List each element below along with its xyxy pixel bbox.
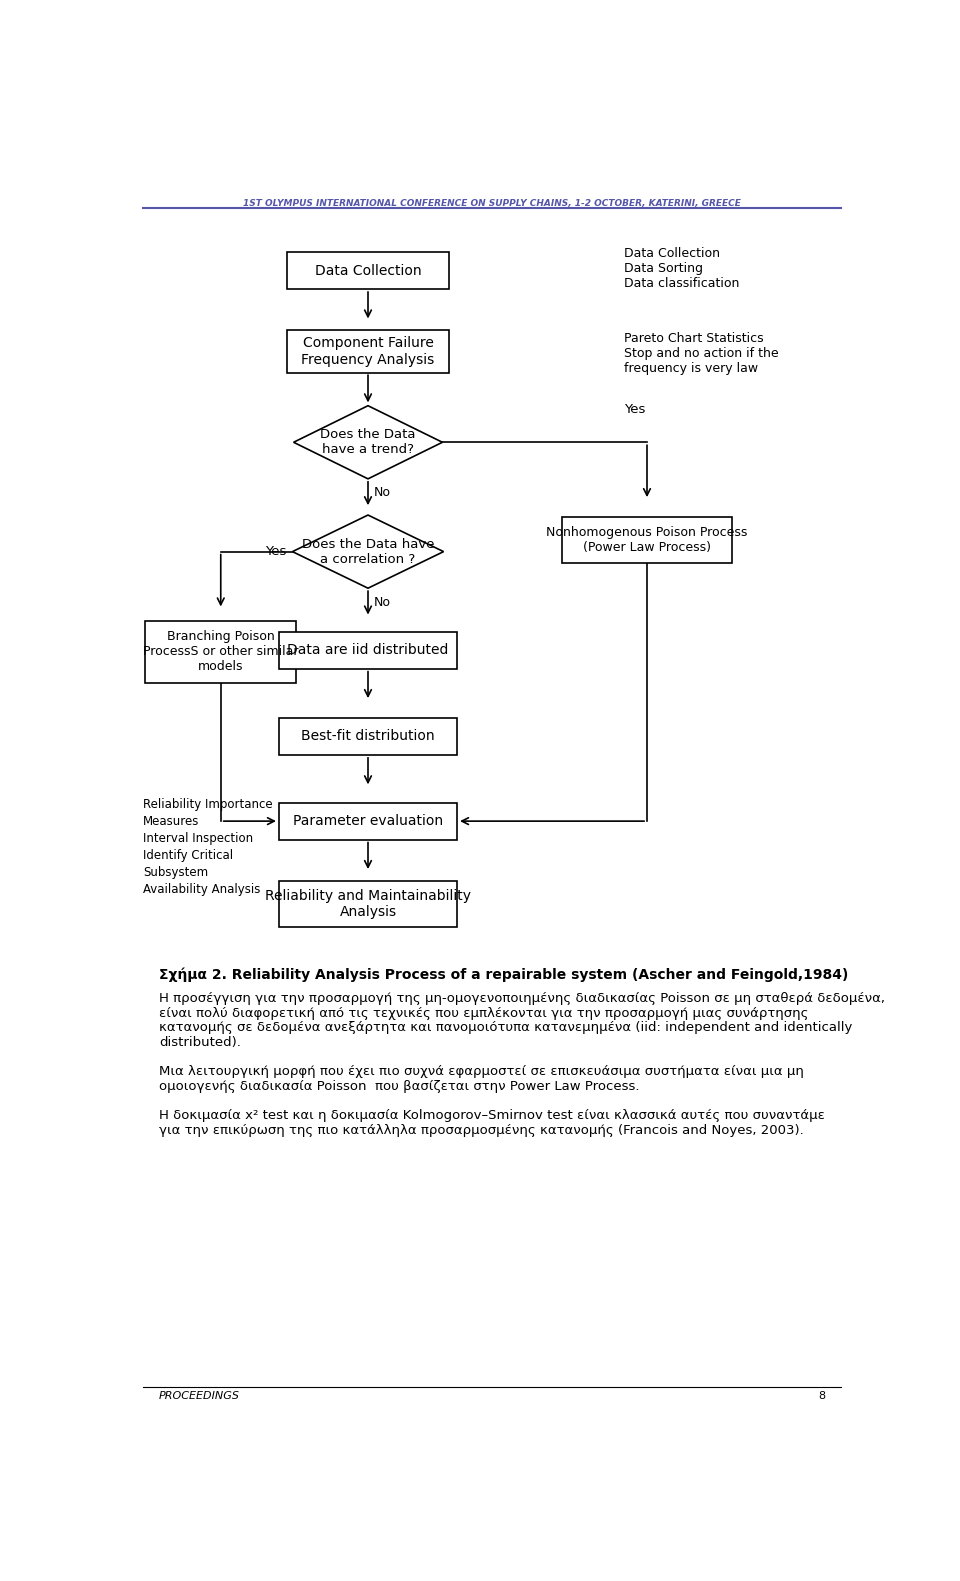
- Text: για την επικύρωση της πιο κατάλληλα προσαρμοσμένης κατανομής (Francois and Noyes: για την επικύρωση της πιο κατάλληλα προσ…: [158, 1124, 804, 1137]
- Text: κατανομής σε δεδομένα ανεξάρτητα και πανομοιότυπα κατανεμημένα (iid: independent: κατανομής σε δεδομένα ανεξάρτητα και παν…: [158, 1021, 852, 1034]
- Bar: [278, 632, 457, 669]
- Polygon shape: [294, 406, 443, 479]
- Text: είναι πολύ διαφορετική από τις τεχνικές που εμπλέκονται για την προσαρμογή μιας : είναι πολύ διαφορετική από τις τεχνικές …: [158, 1007, 808, 1020]
- Text: PROCEEDINGS: PROCEEDINGS: [158, 1391, 240, 1401]
- Text: Reliability Importance
Measures
Interval Inspection
Identify Critical
Subsystem
: Reliability Importance Measures Interval…: [143, 798, 273, 896]
- Bar: [287, 330, 449, 373]
- Text: Yes: Yes: [624, 403, 645, 416]
- Text: Parameter evaluation: Parameter evaluation: [293, 814, 444, 828]
- Text: Component Failure
Frequency Analysis: Component Failure Frequency Analysis: [301, 337, 435, 367]
- Bar: [145, 621, 297, 683]
- Text: Pareto Chart Statistics
Stop and no action if the
frequency is very law: Pareto Chart Statistics Stop and no acti…: [624, 332, 779, 375]
- Text: Reliability and Maintainability
Analysis: Reliability and Maintainability Analysis: [265, 889, 471, 920]
- Text: Η δοκιμασία x² test και η δοκιμασία Kolmogorov–Smirnov test είναι κλασσικά αυτές: Η δοκιμασία x² test και η δοκιμασία Kolm…: [158, 1110, 825, 1123]
- Text: Best-fit distribution: Best-fit distribution: [301, 729, 435, 743]
- Text: Does the Data
have a trend?: Does the Data have a trend?: [321, 428, 416, 457]
- Text: Data are iid distributed: Data are iid distributed: [287, 643, 448, 658]
- Text: Σχήμα 2. Reliability Analysis Process of a repairable system (Ascher and Feingol: Σχήμα 2. Reliability Analysis Process of…: [158, 968, 848, 982]
- Bar: [287, 251, 449, 289]
- Text: Nonhomogenous Poison Process
(Power Law Process): Nonhomogenous Poison Process (Power Law …: [546, 526, 748, 553]
- Text: Data Collection: Data Collection: [315, 264, 421, 278]
- Polygon shape: [293, 515, 444, 588]
- Text: No: No: [374, 596, 392, 609]
- Text: ομοιογενής διαδικασία Poisson  που βασίζεται στην Power Law Process.: ομοιογενής διαδικασία Poisson που βασίζε…: [158, 1080, 639, 1092]
- Text: 8: 8: [818, 1391, 826, 1401]
- Text: Μια λειτουργική μορφή που έχει πιο συχνά εφαρμοστεί σε επισκευάσιμα συστήματα εί: Μια λειτουργική μορφή που έχει πιο συχνά…: [158, 1066, 804, 1078]
- Text: Does the Data have
a correlation ?: Does the Data have a correlation ?: [301, 538, 434, 566]
- Text: Yes: Yes: [265, 545, 286, 558]
- Bar: [278, 718, 457, 754]
- Text: No: No: [374, 487, 392, 500]
- Text: Η προσέγγιση για την προσαρμογή της μη-ομογενοποιημένης διαδικασίας Poisson σε μ: Η προσέγγιση για την προσαρμογή της μη-ο…: [158, 991, 885, 1006]
- Bar: [278, 803, 457, 840]
- Bar: [562, 517, 732, 563]
- Text: Branching Poison
ProcessS or other similar
models: Branching Poison ProcessS or other simil…: [143, 631, 299, 674]
- Text: Data Collection
Data Sorting
Data classification: Data Collection Data Sorting Data classi…: [624, 248, 739, 291]
- Bar: [278, 881, 457, 928]
- Text: distributed).: distributed).: [158, 1036, 241, 1048]
- Text: 1ST OLYMPUS INTERNATIONAL CONFERENCE ON SUPPLY CHAINS, 1-2 OCTOBER, KATERINI, GR: 1ST OLYMPUS INTERNATIONAL CONFERENCE ON …: [243, 199, 741, 209]
